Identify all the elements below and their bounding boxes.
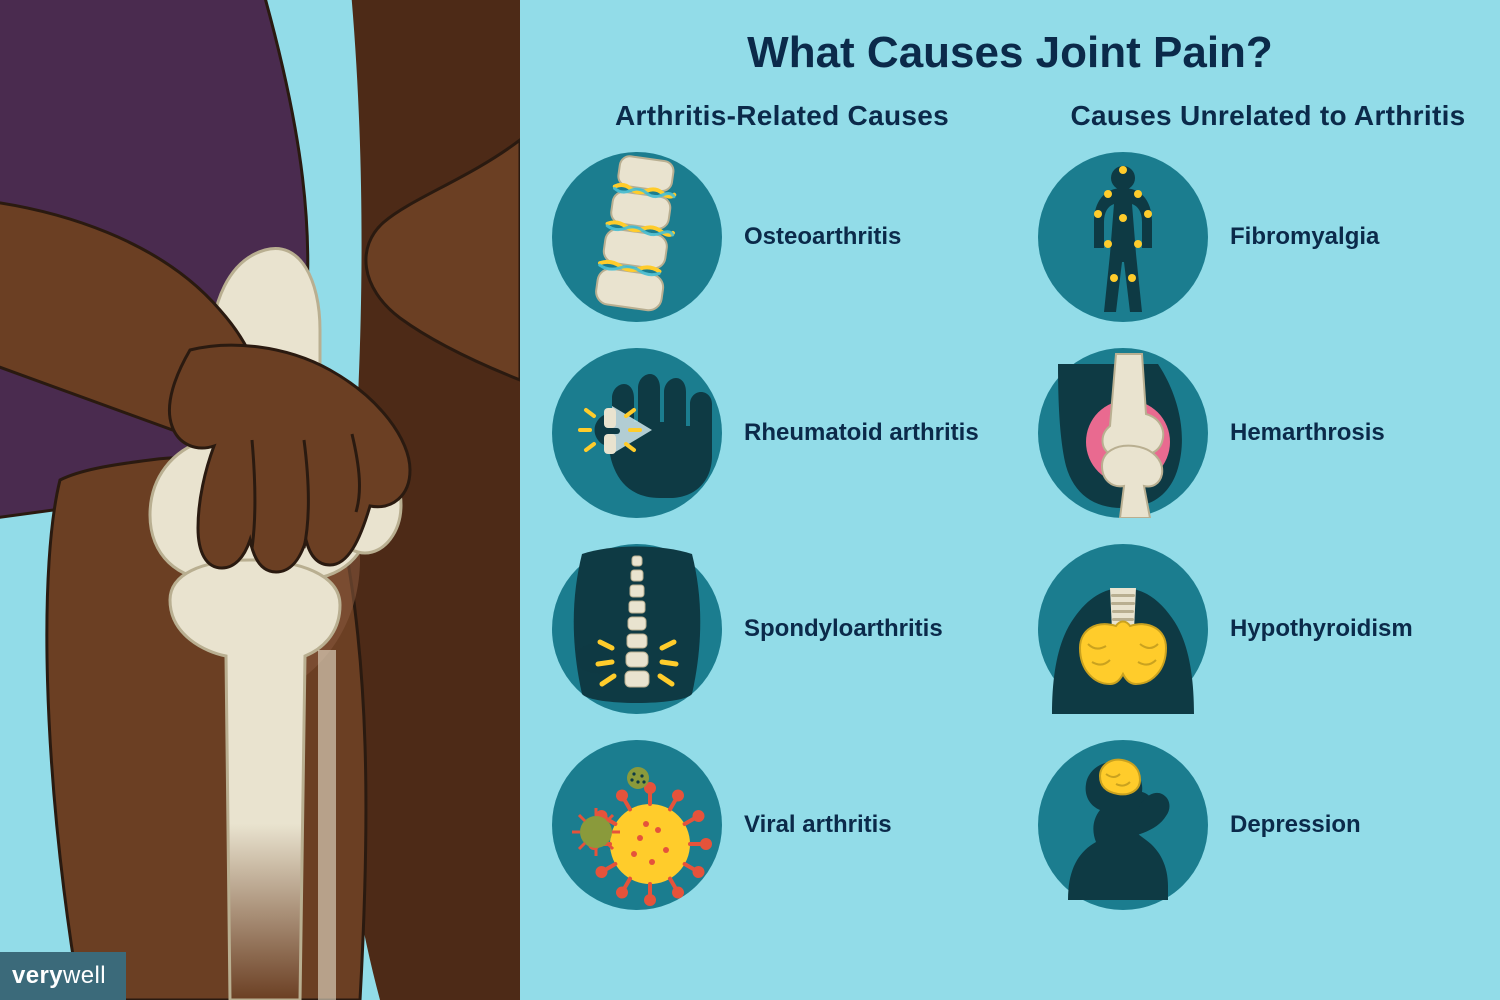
depression-icon: [1038, 740, 1208, 910]
item-rheumatoid: Rheumatoid arthritis: [552, 348, 1012, 518]
item-osteoarthritis: Osteoarthritis: [552, 152, 1012, 322]
item-fibromyalgia: Fibromyalgia: [1038, 152, 1498, 322]
page-title: What Causes Joint Pain?: [540, 28, 1480, 78]
item-spondyloarthritis: Spondyloarthritis: [552, 544, 1012, 714]
column-nonarthritis: Causes Unrelated to Arthritis: [1038, 100, 1498, 936]
rheumatoid-label: Rheumatoid arthritis: [744, 419, 979, 448]
column-arthritis: Arthritis-Related Causes: [552, 100, 1012, 936]
column-heading-right: Causes Unrelated to Arthritis: [1038, 100, 1498, 132]
fibromyalgia-icon: [1038, 152, 1208, 322]
osteoarthritis-label: Osteoarthritis: [744, 223, 901, 252]
fibromyalgia-label: Fibromyalgia: [1230, 223, 1379, 252]
infographic-canvas: What Causes Joint Pain? Arthritis-Relate…: [0, 0, 1500, 1000]
item-depression: Depression: [1038, 740, 1498, 910]
logo-prefix: very: [12, 962, 63, 990]
hemarthrosis-label: Hemarthrosis: [1230, 419, 1385, 448]
brand-logo: verywell: [0, 952, 126, 1000]
item-hemarthrosis: Hemarthrosis: [1038, 348, 1498, 518]
viral-label: Viral arthritis: [744, 811, 892, 840]
osteoarthritis-icon: [552, 152, 722, 322]
hypothyroidism-label: Hypothyroidism: [1230, 615, 1413, 644]
hypothyroidism-icon: [1038, 544, 1208, 714]
hero-illustration: [0, 0, 520, 1000]
rheumatoid-icon: [552, 348, 722, 518]
item-viral: Viral arthritis: [552, 740, 1012, 910]
spondyloarthritis-label: Spondyloarthritis: [744, 615, 943, 644]
item-hypothyroidism: Hypothyroidism: [1038, 544, 1498, 714]
viral-icon: [552, 740, 722, 910]
hemarthrosis-icon: [1038, 348, 1208, 518]
logo-suffix: well: [63, 962, 106, 990]
depression-label: Depression: [1230, 811, 1361, 840]
spondyloarthritis-icon: [552, 544, 722, 714]
knee-illustration-svg: [0, 0, 520, 1000]
column-heading-left: Arthritis-Related Causes: [552, 100, 1012, 132]
